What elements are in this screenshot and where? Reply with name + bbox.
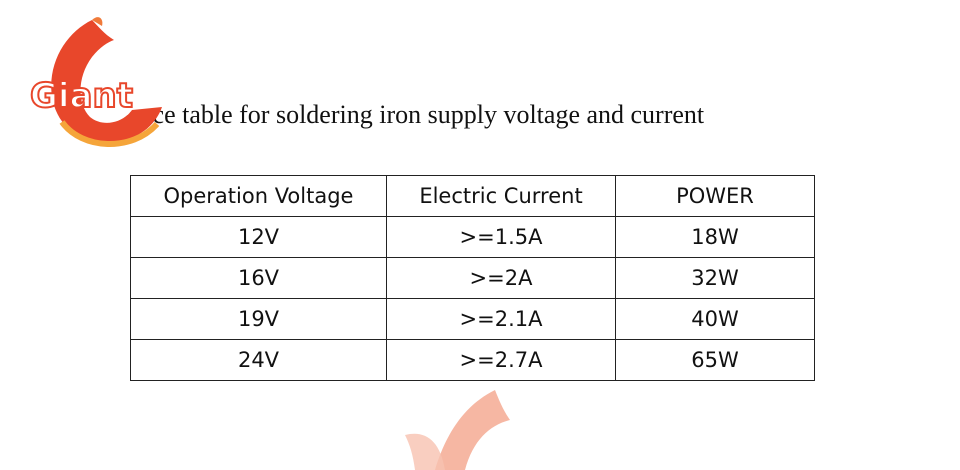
cell: 32W [615,257,815,299]
logo-shape [51,20,162,143]
watermark-shape [435,390,510,470]
title: ence table for soldering iron supply vol… [128,100,705,129]
cell: >=2.7A [386,339,616,381]
table-row: 24V >=2.7A 65W [130,339,815,381]
cell: >=1.5A [386,216,616,258]
logo-swoosh [59,120,160,147]
header-cell: Operation Voltage [130,175,387,217]
logo-tail [92,17,103,26]
table-row: 19V >=2.1A 40W [130,298,815,340]
watermark [405,390,510,470]
table-row: 16V >=2A 32W [130,257,815,299]
cell: 16V [130,257,387,299]
watermark-fin [405,433,445,470]
reference-table: Operation Voltage Electric Current POWER 12… [130,175,815,381]
cell: >=2.1A [386,298,616,340]
cell: >=2A [386,257,616,299]
cell: 65W [615,339,815,381]
logo: Giant [29,17,162,147]
header-cell: POWER [615,175,815,217]
cell: 18W [615,216,815,258]
cell: 24V [130,339,387,381]
header-row: Operation Voltage Electric Current POWER [130,175,815,217]
cell: 19V [130,298,387,340]
cell: 40W [615,298,815,340]
logo-text: Giant [30,76,133,116]
cell: 12V [130,216,387,258]
header-cell: Electric Current [386,175,616,217]
table-row: 12V >=1.5A 18W [130,216,815,258]
